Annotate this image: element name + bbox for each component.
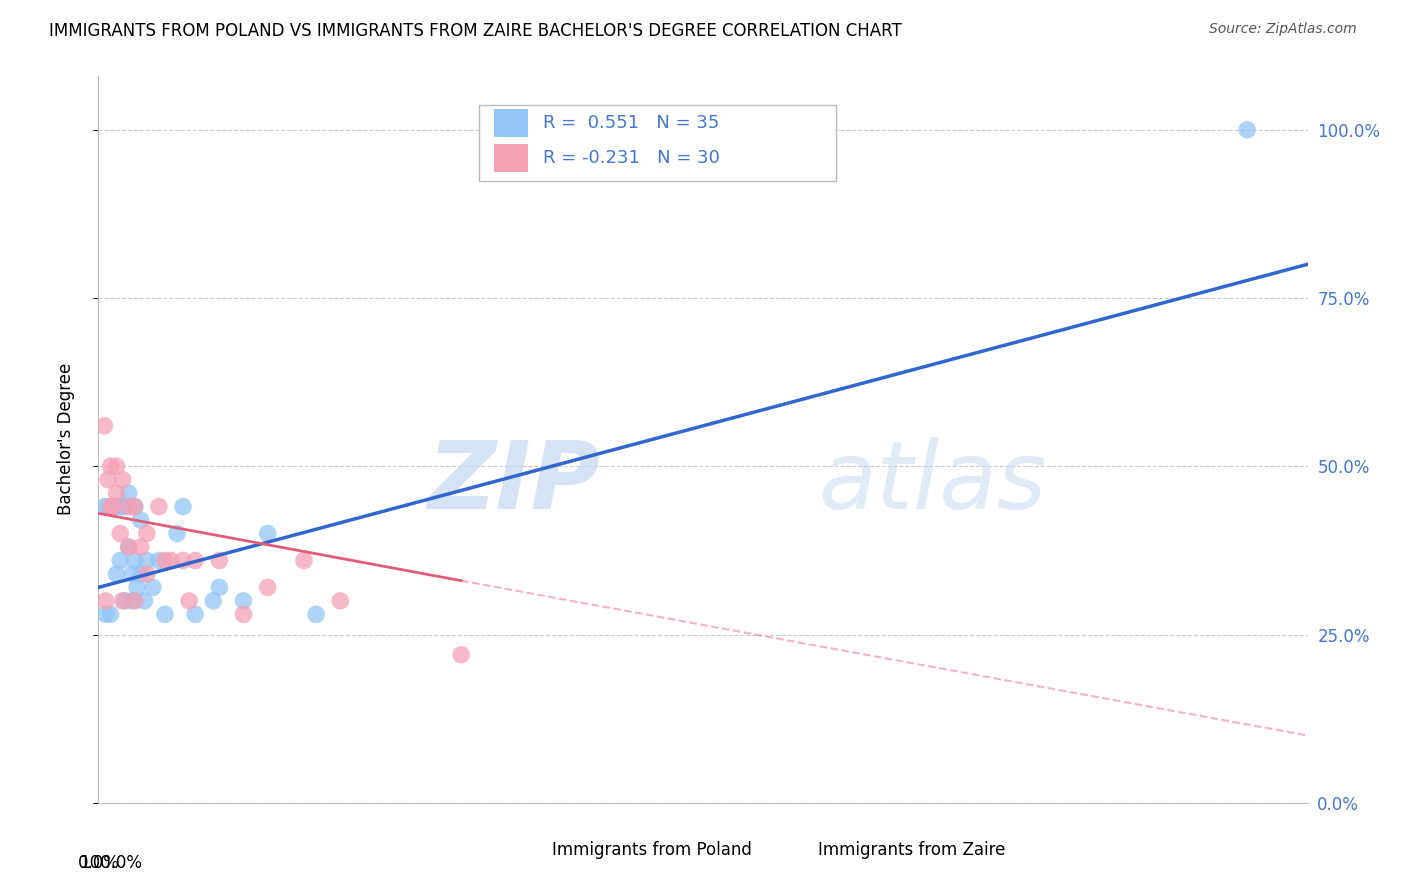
Point bbox=[111, 594, 134, 608]
Point bbox=[105, 566, 128, 581]
Text: ZIP: ZIP bbox=[427, 437, 600, 529]
Point bbox=[111, 473, 134, 487]
FancyBboxPatch shape bbox=[494, 110, 527, 137]
Text: R = -0.231   N = 30: R = -0.231 N = 30 bbox=[543, 149, 720, 168]
Point bbox=[232, 594, 254, 608]
Point bbox=[100, 500, 122, 514]
Point bbox=[329, 594, 352, 608]
Point bbox=[118, 540, 141, 554]
Point bbox=[105, 459, 128, 474]
Point bbox=[129, 540, 152, 554]
Point bbox=[135, 566, 157, 581]
Point bbox=[148, 500, 170, 514]
Point bbox=[121, 566, 143, 581]
FancyBboxPatch shape bbox=[494, 145, 527, 172]
Point bbox=[105, 486, 128, 500]
Text: atlas: atlas bbox=[818, 437, 1046, 528]
Point bbox=[100, 459, 122, 474]
Point bbox=[256, 526, 278, 541]
Point bbox=[124, 500, 146, 514]
Point bbox=[172, 553, 194, 567]
Point bbox=[160, 553, 183, 567]
Point bbox=[148, 553, 170, 567]
Point bbox=[179, 594, 201, 608]
Text: 0.0%: 0.0% bbox=[77, 854, 120, 871]
FancyBboxPatch shape bbox=[782, 838, 808, 861]
Point bbox=[124, 594, 146, 608]
Point bbox=[153, 607, 176, 622]
Text: 100.0%: 100.0% bbox=[79, 854, 142, 871]
Point bbox=[93, 500, 115, 514]
Point bbox=[292, 553, 315, 567]
Text: Source: ZipAtlas.com: Source: ZipAtlas.com bbox=[1209, 22, 1357, 37]
Point bbox=[94, 607, 117, 622]
Text: Immigrants from Poland: Immigrants from Poland bbox=[551, 841, 752, 859]
Point bbox=[111, 500, 134, 514]
Point bbox=[153, 553, 176, 567]
Point bbox=[208, 581, 231, 595]
Point bbox=[134, 594, 156, 608]
Point bbox=[124, 500, 146, 514]
Point bbox=[118, 500, 141, 514]
Point bbox=[97, 473, 120, 487]
Point bbox=[108, 553, 131, 567]
Point bbox=[101, 500, 124, 514]
Point bbox=[118, 540, 141, 554]
Point bbox=[111, 500, 134, 514]
Y-axis label: Bachelor's Degree: Bachelor's Degree bbox=[56, 363, 75, 516]
Point bbox=[1236, 122, 1258, 136]
Point bbox=[184, 553, 207, 567]
Point bbox=[450, 648, 472, 662]
Point bbox=[100, 500, 122, 514]
Point bbox=[172, 500, 194, 514]
Point bbox=[103, 500, 125, 514]
Point bbox=[93, 418, 115, 433]
Point bbox=[97, 500, 120, 514]
Point bbox=[129, 513, 152, 527]
Point bbox=[135, 526, 157, 541]
Point bbox=[108, 526, 131, 541]
Point bbox=[105, 500, 128, 514]
Text: Immigrants from Zaire: Immigrants from Zaire bbox=[818, 841, 1005, 859]
Point bbox=[208, 553, 231, 567]
Point bbox=[100, 607, 122, 622]
FancyBboxPatch shape bbox=[516, 838, 543, 861]
Text: R =  0.551   N = 35: R = 0.551 N = 35 bbox=[543, 114, 720, 132]
Point bbox=[202, 594, 225, 608]
Point bbox=[305, 607, 328, 622]
Point bbox=[256, 581, 278, 595]
Point bbox=[94, 594, 117, 608]
Point bbox=[124, 553, 146, 567]
FancyBboxPatch shape bbox=[479, 105, 837, 181]
Point bbox=[142, 581, 165, 595]
Point bbox=[127, 581, 149, 595]
Point bbox=[135, 553, 157, 567]
Point bbox=[118, 486, 141, 500]
Text: IMMIGRANTS FROM POLAND VS IMMIGRANTS FROM ZAIRE BACHELOR'S DEGREE CORRELATION CH: IMMIGRANTS FROM POLAND VS IMMIGRANTS FRO… bbox=[49, 22, 903, 40]
Point bbox=[114, 594, 136, 608]
Point bbox=[129, 566, 152, 581]
Point bbox=[184, 607, 207, 622]
Point bbox=[101, 500, 124, 514]
Point bbox=[166, 526, 188, 541]
Point bbox=[232, 607, 254, 622]
Point bbox=[121, 594, 143, 608]
